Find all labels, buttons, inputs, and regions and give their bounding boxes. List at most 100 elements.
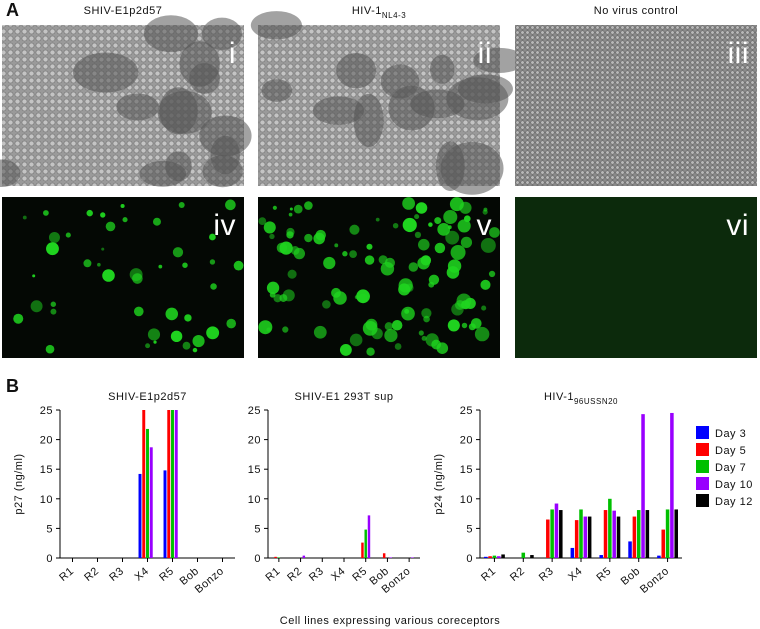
fluorescent-cell [192, 335, 205, 348]
fluorescent-cell [468, 323, 476, 331]
y-tick-label: 0 [46, 553, 53, 565]
bar [163, 470, 167, 558]
fluorescent-cell [423, 315, 430, 323]
bar [146, 428, 149, 558]
x-tick-label: R1 [479, 565, 498, 584]
fluorescent-cell [322, 300, 331, 309]
bar [411, 557, 414, 558]
fluorescent-cell [152, 217, 161, 226]
fluorescent-cell [375, 217, 380, 222]
bar [361, 542, 364, 558]
bar [612, 510, 616, 558]
fluorescent-cell [170, 330, 183, 343]
micrograph [258, 197, 500, 358]
fluorescent-cell [282, 289, 295, 302]
column-title: SHIV-E1p2d57 [84, 5, 163, 17]
bar [632, 516, 637, 558]
x-tick-label: R3 [307, 565, 326, 584]
bar [142, 410, 146, 558]
fluorescent-cell [182, 262, 188, 268]
cell-clump [336, 53, 377, 89]
bar [587, 516, 592, 558]
y-tick-label: 5 [46, 523, 53, 535]
bar [645, 510, 650, 558]
fluorescent-cell [182, 341, 191, 350]
x-tick-label: R2 [285, 565, 304, 584]
cell-clump [189, 63, 220, 94]
bar [574, 520, 579, 558]
cell-clump [473, 47, 525, 74]
fluorescent-cell [401, 306, 415, 321]
panel-numeral: iv [213, 209, 236, 242]
fluorescent-cell [233, 260, 244, 271]
bar [501, 554, 505, 558]
cell-clump [201, 17, 243, 51]
legend-swatch [696, 494, 709, 507]
x-tick-label: R3 [107, 565, 126, 584]
fluorescent-cell [192, 347, 198, 353]
fluorescent-cell [414, 214, 420, 220]
panel-numeral: v [477, 209, 493, 242]
fluorescent-cell [288, 212, 293, 217]
fluorescent-cell [50, 301, 57, 307]
legend-label: Day 3 [715, 428, 746, 440]
fluorescent-cell [313, 232, 326, 245]
micrograph [515, 197, 757, 358]
bar [174, 410, 178, 558]
fluorescent-cell [384, 322, 393, 331]
x-tick-label: R3 [537, 565, 556, 584]
bar [488, 556, 492, 558]
y-tick-label: 5 [254, 523, 261, 535]
title-subscript: 96USSN20 [574, 397, 618, 406]
fluorescent-cell [122, 217, 128, 223]
fluorescent-cell [32, 274, 36, 278]
fluorescent-cell [22, 215, 27, 220]
title-text: No virus control [594, 5, 678, 17]
fluorescent-cell [428, 274, 440, 285]
x-tick-label: R1 [264, 565, 283, 584]
cell-clump [143, 15, 198, 53]
fluorescent-cell [101, 247, 105, 251]
fluorescent-cell [210, 283, 217, 290]
fluorescent-cell [313, 325, 327, 339]
fluorescent-cell [449, 197, 464, 212]
fluorescent-cell [145, 343, 151, 349]
fluorescent-cell [48, 231, 60, 243]
fluorescent-cell [258, 217, 267, 226]
bar [628, 541, 632, 558]
bar [167, 410, 171, 558]
fluorescent-cell [304, 233, 313, 243]
column-title: No virus control [594, 5, 678, 17]
fluorescent-cell [404, 308, 410, 314]
cell-clump [250, 11, 302, 40]
fluorescent-cell [474, 326, 490, 342]
x-tick-label: R5 [157, 565, 176, 584]
fluorescent-cell [428, 222, 433, 227]
y-tick-label: 10 [248, 494, 261, 506]
fluorescent-cell [418, 330, 424, 336]
fluorescent-cell [384, 328, 398, 343]
bar [674, 509, 678, 558]
bar [530, 555, 534, 558]
fluorescent-cell [366, 243, 373, 250]
x-tick-label: X4 [566, 565, 585, 583]
bar [559, 510, 563, 558]
x-tick-label: R5 [350, 565, 369, 584]
cell-clump [457, 74, 513, 104]
fluorescent-cell [178, 201, 185, 208]
fluorescent-cell [147, 328, 161, 341]
fluorescent-cell [356, 289, 370, 304]
y-tick-label: 15 [460, 464, 473, 476]
cell-clump [0, 159, 21, 188]
y-tick-label: 5 [466, 523, 473, 535]
fluorescent-cell [13, 313, 24, 324]
micrograph [515, 25, 757, 186]
fluorescent-cell [86, 209, 93, 217]
micrograph [0, 15, 252, 188]
y-tick-label: 20 [248, 435, 261, 447]
fluorescent-cell [457, 219, 471, 233]
fluorescent-cell [420, 255, 432, 266]
fluorescent-cell [354, 295, 359, 299]
x-tick-label: X4 [329, 565, 348, 583]
cell-clump [116, 93, 159, 121]
